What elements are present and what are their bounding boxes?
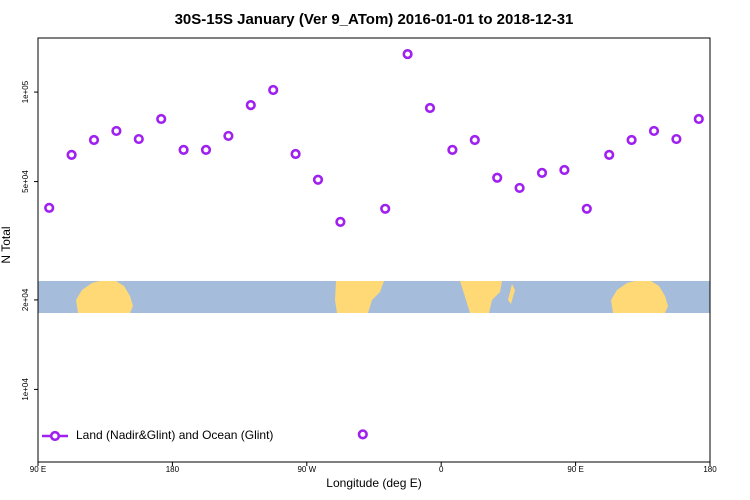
point (312, 174, 324, 185)
point (133, 133, 144, 145)
point (604, 149, 615, 160)
chart-title: 30S-15S January (Ver 9_ATom) 2016-01-01 … (175, 11, 574, 28)
point (178, 144, 189, 156)
point (536, 167, 548, 178)
y-tick-label: 5e+04 (21, 170, 30, 193)
point (648, 125, 660, 137)
point (357, 429, 368, 440)
point (200, 144, 212, 156)
point (156, 113, 167, 125)
x-tick-label: 0 (439, 465, 444, 474)
point (581, 203, 592, 214)
point (671, 133, 682, 145)
x-tick-label: 90 E (30, 465, 46, 474)
point (268, 84, 279, 96)
point (111, 125, 122, 137)
x-tick-label: 180 (166, 465, 180, 474)
point (290, 148, 301, 160)
point (693, 113, 704, 125)
point (66, 149, 77, 160)
x-axis-label: Longitude (deg E) (326, 476, 421, 490)
point (380, 203, 391, 214)
x-tick-label: 90 E (567, 465, 583, 474)
point (469, 134, 480, 146)
point (514, 182, 525, 194)
x-tick-label: 180 (703, 465, 717, 474)
map-band (38, 281, 710, 313)
plot-frame (37, 37, 711, 463)
x-tick-label: 90 W (297, 465, 316, 474)
legend-label: Land (Nadir&Glint) and Ocean (Glint) (76, 428, 273, 442)
y-axis-label: N Total (0, 226, 13, 263)
point (424, 102, 436, 114)
y-tick-label: 2e+04 (21, 288, 30, 311)
point (44, 202, 55, 213)
y-tick-label: 1e+05 (21, 80, 30, 103)
point (245, 100, 256, 111)
legend-swatch (49, 430, 61, 442)
point (335, 216, 346, 227)
point (88, 134, 100, 146)
point (447, 144, 458, 156)
point (626, 134, 637, 146)
point (492, 172, 503, 183)
point (223, 130, 234, 142)
point (559, 164, 570, 176)
point (402, 48, 413, 60)
y-tick-label: 1e+04 (21, 378, 30, 401)
